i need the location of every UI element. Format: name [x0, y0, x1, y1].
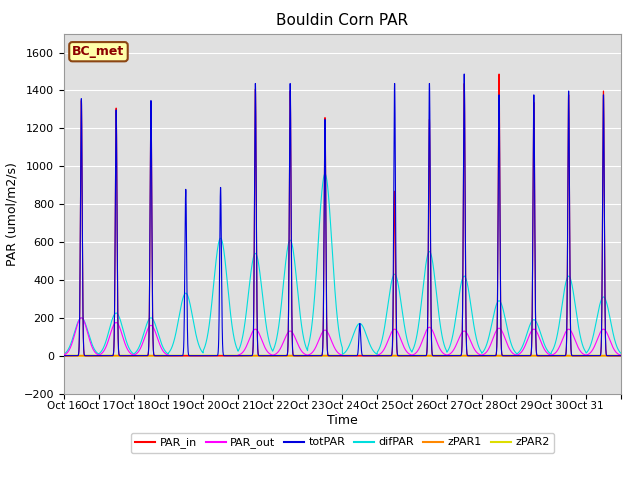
Line: totPAR: totPAR — [64, 74, 621, 356]
Title: Bouldin Corn PAR: Bouldin Corn PAR — [276, 13, 408, 28]
totPAR — [339, 353, 346, 359]
difPAR — [60, 351, 68, 357]
totPAR — [617, 353, 625, 359]
PAR_out — [495, 325, 503, 331]
PAR_in — [495, 87, 503, 93]
Line: PAR_out: PAR_out — [64, 318, 621, 356]
zPAR2 — [393, 353, 401, 359]
difPAR — [495, 298, 503, 304]
difPAR — [364, 335, 371, 340]
difPAR — [393, 276, 401, 282]
zPAR1 — [175, 353, 183, 359]
totPAR — [460, 71, 468, 77]
Legend: PAR_in, PAR_out, totPAR, difPAR, zPAR1, zPAR2: PAR_in, PAR_out, totPAR, difPAR, zPAR1, … — [131, 433, 554, 453]
zPAR2 — [495, 353, 503, 359]
totPAR — [523, 353, 531, 359]
zPAR2 — [175, 353, 183, 359]
PAR_in — [537, 353, 545, 359]
Y-axis label: PAR (umol/m2/s): PAR (umol/m2/s) — [5, 162, 18, 265]
totPAR — [175, 353, 183, 359]
zPAR2 — [617, 353, 625, 359]
difPAR — [523, 332, 531, 337]
PAR_out — [176, 353, 184, 359]
PAR_in — [523, 353, 531, 359]
PAR_in — [617, 353, 625, 359]
PAR_out — [523, 339, 531, 345]
zPAR1 — [393, 353, 401, 359]
difPAR — [537, 332, 545, 337]
zPAR1 — [495, 353, 503, 359]
zPAR1 — [363, 353, 371, 359]
difPAR — [321, 171, 329, 177]
PAR_in — [495, 71, 503, 77]
difPAR — [339, 351, 346, 357]
PAR_out — [364, 353, 371, 359]
zPAR2 — [523, 353, 531, 359]
zPAR1 — [537, 353, 545, 359]
PAR_out — [537, 339, 545, 345]
totPAR — [393, 346, 401, 352]
PAR_out — [77, 315, 85, 321]
PAR_out — [60, 352, 68, 358]
totPAR — [60, 353, 68, 359]
zPAR1 — [60, 353, 68, 359]
zPAR1 — [617, 353, 625, 359]
PAR_in — [393, 349, 401, 355]
totPAR — [364, 353, 371, 359]
PAR_in — [60, 353, 68, 359]
PAR_out — [393, 328, 401, 334]
Line: PAR_in: PAR_in — [64, 74, 621, 356]
zPAR2 — [363, 353, 371, 359]
zPAR1 — [523, 353, 531, 359]
PAR_in — [164, 353, 172, 359]
difPAR — [175, 312, 183, 317]
X-axis label: Time: Time — [327, 414, 358, 427]
totPAR — [495, 107, 503, 112]
Text: BC_met: BC_met — [72, 45, 125, 58]
Line: difPAR: difPAR — [64, 174, 621, 354]
PAR_out — [164, 353, 172, 359]
zPAR2 — [60, 353, 68, 359]
totPAR — [537, 353, 545, 359]
PAR_out — [617, 352, 625, 358]
difPAR — [617, 350, 625, 356]
zPAR2 — [537, 353, 545, 359]
PAR_in — [364, 353, 371, 359]
PAR_in — [176, 353, 184, 359]
